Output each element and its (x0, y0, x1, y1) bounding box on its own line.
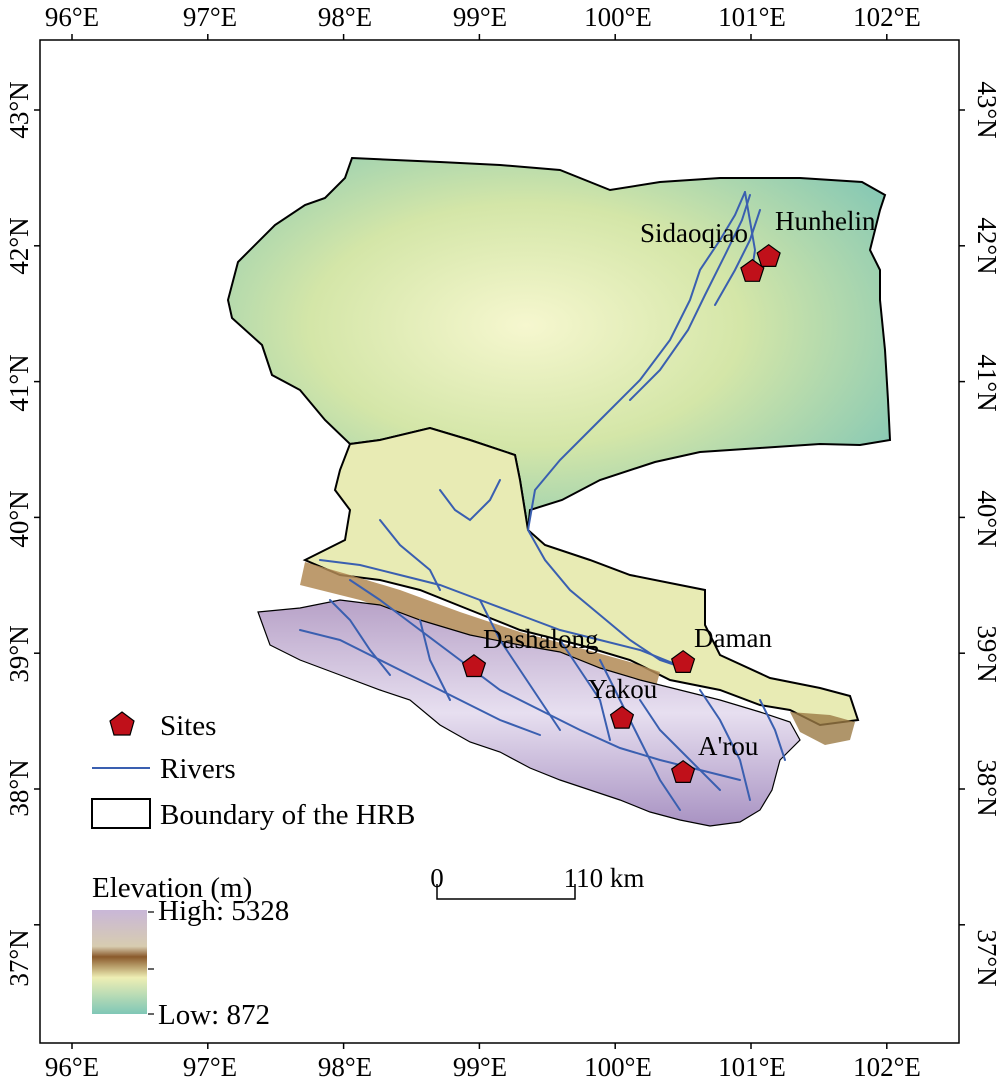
lon-label-top: 101°E (718, 2, 786, 32)
lat-label-right: 37°N (972, 929, 1000, 986)
lon-label-bottom: 100°E (584, 1052, 652, 1082)
lon-label-top: 98°E (318, 2, 372, 32)
basin-north-region (226, 156, 892, 531)
legend-boundary-icon (91, 798, 151, 829)
river-branch (419, 619, 451, 701)
lon-label-bottom: 101°E (718, 1052, 786, 1082)
lat-labels-left: 37°N 38°N 39°N 40°N 41°N 42°N 43°N (4, 81, 34, 986)
lon-label-bottom: 102°E (853, 1052, 921, 1082)
lon-label-top: 96°E (45, 2, 99, 32)
site-marker-daman (670, 649, 696, 674)
lon-label-top: 99°E (453, 2, 507, 32)
lon-labels-top: 96°E 97°E 98°E 99°E 100°E 101°E 102°E (45, 2, 921, 32)
lat-label-left: 37°N (4, 929, 34, 986)
legend-boundary-label: Boundary of the HRB (160, 799, 415, 831)
river-branch (699, 689, 751, 801)
site-label-hunhelin: Hunhelin (775, 206, 876, 236)
lon-label-bottom: 99°E (453, 1052, 507, 1082)
lat-label-right: 43°N (972, 81, 1000, 138)
graticule-ticks (34, 34, 965, 1049)
mountain-region (257, 599, 801, 827)
river-branch (479, 599, 561, 731)
river-branch (319, 559, 691, 671)
lat-label-right: 40°N (972, 490, 1000, 547)
legend-site-marker-icon (109, 711, 135, 736)
river-branch (714, 209, 761, 306)
site-label-yakou: Yakou (588, 674, 658, 704)
lat-label-right: 41°N (972, 354, 1000, 411)
scale-bar-end: 110 km (564, 863, 645, 893)
lat-label-left: 39°N (4, 625, 34, 682)
site-marker-hunhelin (756, 243, 781, 267)
lat-label-right: 39°N (972, 625, 1000, 682)
lat-label-left: 38°N (4, 759, 34, 816)
site-marker-arou (670, 759, 696, 784)
lat-label-left: 42°N (4, 217, 34, 274)
site-labels: Hunhelin Sidaoqiao Dashalong Daman Yakou… (483, 206, 876, 761)
site-label-sidaoqiao: Sidaoqiao (640, 218, 748, 248)
river-branch (379, 519, 441, 591)
rivers-network (299, 191, 786, 811)
lon-label-top: 100°E (584, 2, 652, 32)
scale-bar-zero: 0 (430, 863, 444, 893)
river-branch (639, 699, 721, 791)
lon-label-bottom: 98°E (318, 1052, 372, 1082)
lat-label-right: 38°N (972, 759, 1000, 816)
lat-labels-right: 37°N 38°N 39°N 40°N 41°N 42°N 43°N (972, 81, 1000, 986)
river-branch (329, 599, 391, 676)
elevation-color-ramp-full (92, 910, 147, 1014)
site-label-daman: Daman (694, 623, 772, 653)
legend: Sites Rivers Boundary of the HRB Elevati… (91, 710, 415, 1031)
site-label-dashalong: Dashalong (483, 624, 598, 654)
foothill-band-east (790, 712, 855, 745)
site-label-arou: A'rou (698, 731, 759, 761)
scale-bar: 0 110 km (430, 863, 645, 900)
site-marker-sidaoqiao (740, 258, 765, 282)
lat-label-right: 42°N (972, 217, 1000, 274)
river-branch (759, 699, 786, 761)
river-branch (629, 194, 751, 401)
site-marker-yakou (609, 705, 635, 729)
river-branch (599, 659, 681, 811)
legend-elevation-title: Elevation (m) (92, 872, 252, 904)
legend-elevation-low: Low: 872 (158, 999, 270, 1031)
legend-rivers-label: Rivers (160, 753, 236, 785)
lat-label-left: 41°N (4, 354, 34, 411)
lon-label-bottom: 96°E (45, 1052, 99, 1082)
scale-bar-line (436, 884, 576, 900)
site-markers (461, 243, 781, 784)
river-branch (299, 629, 541, 736)
river-main (526, 191, 746, 671)
site-marker-dashalong (461, 654, 487, 678)
river-branch (559, 639, 611, 741)
river-branch (349, 579, 741, 781)
legend-sites-label: Sites (160, 710, 216, 742)
lon-label-top: 97°E (183, 2, 237, 32)
legend-elevation-high: High: 5328 (158, 895, 289, 927)
lon-label-top: 102°E (853, 2, 921, 32)
river-branch (439, 479, 501, 522)
lat-label-left: 40°N (4, 490, 34, 547)
lon-labels-bottom: 96°E 97°E 98°E 99°E 100°E 101°E 102°E (45, 1052, 921, 1082)
lat-label-left: 43°N (4, 81, 34, 138)
lon-label-bottom: 97°E (183, 1052, 237, 1082)
